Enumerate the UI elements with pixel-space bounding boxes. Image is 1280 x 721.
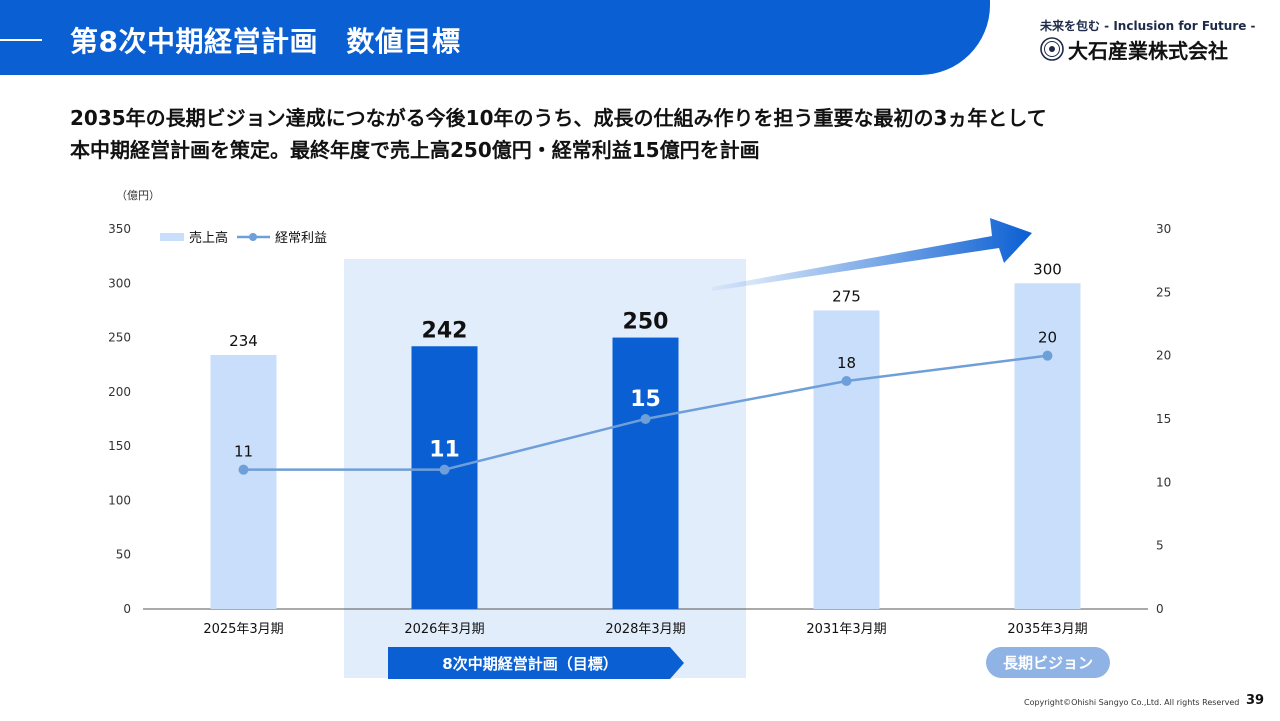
y-left-tick-label: 150 <box>108 439 131 453</box>
legend-swatch-sales <box>160 233 184 241</box>
legend-swatch-profit-point <box>249 233 257 241</box>
y-right-tick-label: 0 <box>1156 602 1164 616</box>
header-accent-line <box>0 39 42 41</box>
legend-label-profit: 経常利益 <box>275 231 327 246</box>
y-left-tick-label: 250 <box>108 331 131 345</box>
y-right-tick-label: 5 <box>1156 539 1164 553</box>
vision-label-text: 長期ビジョン <box>1003 654 1093 672</box>
page-title: 第8次中期経営計画 数値目標 <box>70 25 461 58</box>
bar-sales <box>813 310 880 609</box>
bar-sales <box>612 337 679 609</box>
profit-point <box>238 464 249 475</box>
plan-label-banner <box>388 647 684 679</box>
y-left-tick-label: 350 <box>108 222 131 236</box>
profit-data-label: 18 <box>837 354 856 372</box>
vision-label-pill <box>986 647 1110 678</box>
x-tick-label: 2035年3月期 <box>1007 622 1087 637</box>
y-left-tick-label: 100 <box>108 493 131 507</box>
profit-point <box>841 376 852 386</box>
y-right-tick-label: 10 <box>1156 475 1171 489</box>
x-tick-label: 2028年3月期 <box>605 622 685 637</box>
bar-data-label: 300 <box>1033 260 1062 278</box>
y-left-tick-label: 300 <box>108 276 131 290</box>
y-left-tick-label: 0 <box>123 602 131 616</box>
profit-point <box>1042 350 1053 361</box>
legend-label-sales: 売上高 <box>189 230 228 246</box>
plan-label-text: 8次中期経営計画（目標） <box>442 655 617 673</box>
bar-data-label: 275 <box>832 287 861 305</box>
profit-point <box>640 414 651 424</box>
company-seal-icon <box>1040 37 1064 61</box>
lead-line-1: 2035年の長期ビジョン達成につながる今後10年のうち、成長の仕組み作りを担う重… <box>70 106 1047 130</box>
y-axis-unit-label: （億円） <box>116 189 160 202</box>
profit-data-label: 15 <box>630 387 661 412</box>
y-right-tick-label: 20 <box>1156 349 1171 363</box>
y-right-tick-label: 25 <box>1156 285 1171 299</box>
logo-tagline: 未来を包む - Inclusion for Future - <box>1040 19 1256 33</box>
bar-data-label: 242 <box>422 318 468 343</box>
profit-point <box>439 464 450 475</box>
profit-data-label: 11 <box>234 443 253 461</box>
x-tick-label: 2026年3月期 <box>404 622 484 637</box>
bar-data-label: 250 <box>623 310 669 335</box>
y-right-tick-label: 15 <box>1156 412 1171 426</box>
growth-arrow-icon <box>712 218 1032 291</box>
x-tick-label: 2025年3月期 <box>203 622 283 637</box>
company-name: 大石産業株式会社 <box>1068 38 1228 63</box>
y-left-tick-label: 200 <box>108 385 131 399</box>
copyright: Copyright©Ohishi Sangyo Co.,Ltd. All rig… <box>1024 698 1240 707</box>
bar-sales <box>210 354 277 609</box>
y-right-tick-label: 30 <box>1156 222 1171 236</box>
x-tick-label: 2031年3月期 <box>806 622 886 637</box>
bar-sales <box>411 346 478 609</box>
header-band <box>0 0 990 75</box>
bar-data-label: 234 <box>229 332 258 350</box>
bar-sales <box>1014 283 1081 609</box>
profit-data-label: 20 <box>1038 329 1057 347</box>
page-number: 39 <box>1246 693 1265 708</box>
company-logo: 大石産業株式会社 <box>1040 36 1228 63</box>
profit-data-label: 11 <box>429 438 460 463</box>
lead-line-2: 本中期経営計画を策定。最終年度で売上高250億円・経常利益15億円を計画 <box>70 138 760 162</box>
lead-text: 2035年の長期ビジョン達成につながる今後10年のうち、成長の仕組み作りを担う重… <box>70 102 1047 166</box>
y-left-tick-label: 50 <box>116 548 131 562</box>
